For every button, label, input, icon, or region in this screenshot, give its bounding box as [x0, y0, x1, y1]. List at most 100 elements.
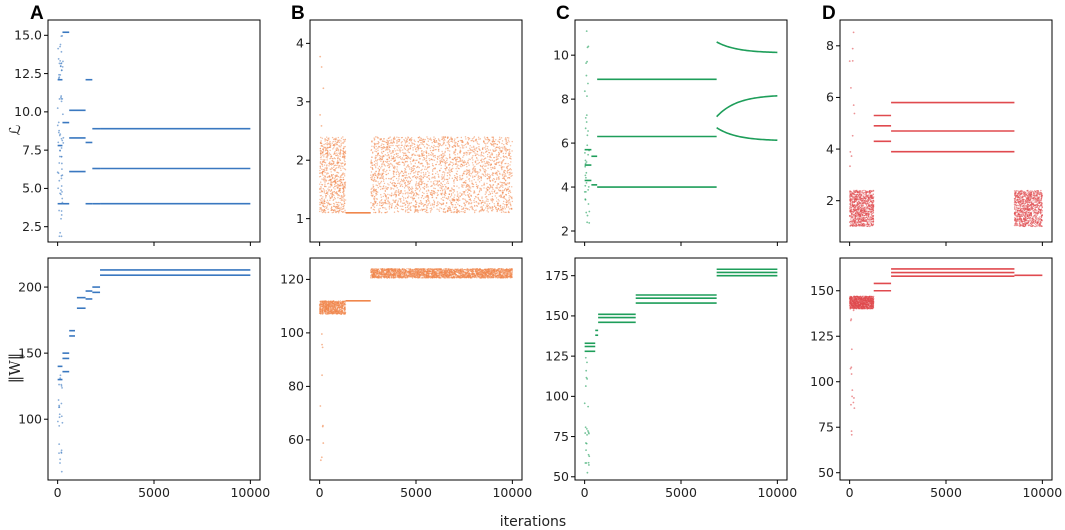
noise-point	[585, 161, 588, 163]
band-point	[374, 179, 376, 181]
band-point	[388, 208, 391, 210]
band-point	[425, 155, 428, 157]
band-point	[392, 199, 394, 201]
band-point	[380, 144, 382, 147]
band-point	[497, 140, 499, 142]
band-point	[870, 200, 872, 202]
band-point	[379, 157, 382, 160]
band-point	[415, 148, 417, 150]
band-point	[421, 191, 424, 194]
band-point	[439, 207, 441, 209]
band-point	[855, 195, 858, 197]
band-point	[486, 210, 488, 212]
band-point	[395, 185, 398, 187]
band-point	[444, 190, 446, 192]
band-point	[326, 201, 328, 204]
band-point	[506, 182, 509, 184]
band-point	[323, 180, 326, 182]
band-point	[409, 180, 411, 182]
band-point	[487, 167, 489, 169]
band-point	[423, 146, 426, 148]
band-point	[510, 169, 512, 171]
band-point	[478, 171, 480, 173]
band-point	[495, 208, 498, 211]
band-point	[425, 201, 428, 204]
band-point	[337, 140, 339, 143]
band-point	[378, 154, 381, 157]
band-point	[371, 141, 373, 143]
band-point	[393, 181, 395, 184]
band-point	[319, 172, 322, 174]
band-point	[422, 144, 425, 146]
band-point	[473, 150, 475, 153]
band-point	[395, 199, 397, 201]
band-point	[329, 190, 332, 192]
band-point	[379, 185, 381, 187]
band-point	[489, 192, 492, 195]
band-point	[344, 209, 346, 212]
band-point	[424, 210, 426, 213]
band-point	[409, 161, 412, 163]
band-point	[486, 188, 488, 191]
noise-point	[853, 112, 856, 115]
band-point	[325, 165, 328, 167]
band-point	[502, 207, 504, 210]
band-point	[323, 164, 326, 166]
band-point	[411, 176, 414, 178]
band-point	[465, 186, 467, 188]
band-point	[436, 205, 438, 207]
band-point	[329, 153, 332, 156]
band-point	[485, 143, 487, 145]
band-point	[344, 182, 346, 184]
band-point	[401, 179, 403, 182]
band-point	[869, 205, 871, 208]
band-point	[398, 198, 400, 200]
y-tick-label: 7.5	[22, 142, 42, 157]
band-point	[343, 201, 345, 203]
band-point	[448, 146, 451, 148]
band-point	[460, 166, 462, 168]
band-point	[447, 178, 449, 181]
band-point	[490, 186, 492, 188]
panel-letter-d: D	[822, 3, 836, 24]
band-point	[376, 155, 378, 157]
band-point	[395, 205, 397, 207]
band-point	[858, 198, 861, 201]
band-point	[376, 202, 379, 205]
band-point	[325, 180, 327, 183]
band-point	[333, 143, 335, 146]
band-point	[852, 205, 855, 208]
band-point	[398, 173, 401, 175]
noise-point	[586, 214, 589, 217]
band-point	[438, 183, 441, 186]
band-point	[428, 138, 431, 140]
band-point	[473, 140, 475, 142]
band-point	[418, 161, 420, 163]
band-point	[415, 150, 417, 152]
band-point	[488, 162, 490, 164]
band-point	[323, 143, 325, 146]
band-point	[340, 137, 343, 139]
band-point	[427, 211, 429, 214]
band-point	[450, 136, 452, 139]
band-point	[503, 143, 505, 146]
band-point	[460, 136, 463, 139]
band-point	[444, 192, 447, 194]
band-point	[445, 169, 447, 171]
band-point	[336, 147, 339, 150]
band-point	[385, 195, 387, 197]
band-point	[433, 140, 435, 143]
band-point	[465, 184, 468, 186]
band-point	[395, 195, 397, 197]
band-point	[325, 179, 328, 181]
band-point	[407, 180, 409, 183]
band-point	[474, 211, 476, 214]
band-point	[339, 183, 342, 185]
band-point	[484, 201, 486, 203]
band-point	[417, 211, 419, 213]
band-point	[400, 191, 403, 193]
band-point	[501, 166, 503, 169]
band-point	[343, 192, 345, 195]
band-point	[483, 159, 485, 161]
band-point	[428, 159, 431, 162]
